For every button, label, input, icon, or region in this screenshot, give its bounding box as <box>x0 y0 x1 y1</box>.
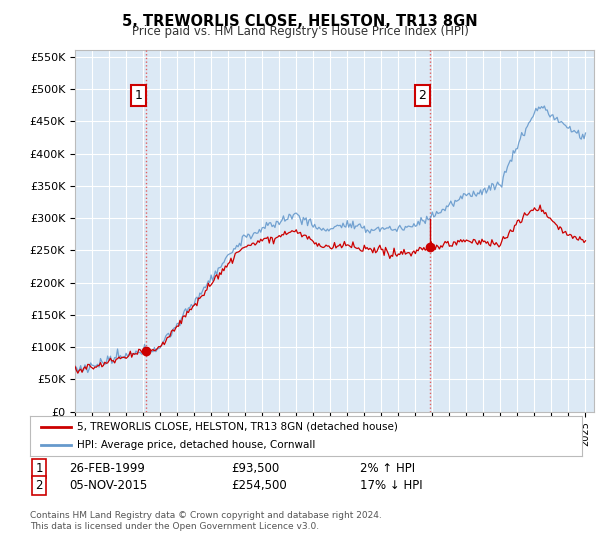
Text: 26-FEB-1999: 26-FEB-1999 <box>69 462 145 475</box>
Text: HPI: Average price, detached house, Cornwall: HPI: Average price, detached house, Corn… <box>77 440 315 450</box>
Text: Contains HM Land Registry data © Crown copyright and database right 2024.: Contains HM Land Registry data © Crown c… <box>30 511 382 520</box>
Text: £254,500: £254,500 <box>231 479 287 492</box>
Text: 2: 2 <box>35 479 43 492</box>
Text: This data is licensed under the Open Government Licence v3.0.: This data is licensed under the Open Gov… <box>30 522 319 531</box>
Text: 2% ↑ HPI: 2% ↑ HPI <box>360 462 415 475</box>
Text: 17% ↓ HPI: 17% ↓ HPI <box>360 479 422 492</box>
Text: Price paid vs. HM Land Registry's House Price Index (HPI): Price paid vs. HM Land Registry's House … <box>131 25 469 38</box>
Text: 05-NOV-2015: 05-NOV-2015 <box>69 479 147 492</box>
Text: 5, TREWORLIS CLOSE, HELSTON, TR13 8GN (detached house): 5, TREWORLIS CLOSE, HELSTON, TR13 8GN (d… <box>77 422 398 432</box>
Text: 5, TREWORLIS CLOSE, HELSTON, TR13 8GN: 5, TREWORLIS CLOSE, HELSTON, TR13 8GN <box>122 14 478 29</box>
Text: 1: 1 <box>35 462 43 475</box>
Text: 2: 2 <box>418 89 426 102</box>
Text: 1: 1 <box>134 89 142 102</box>
Text: £93,500: £93,500 <box>231 462 279 475</box>
